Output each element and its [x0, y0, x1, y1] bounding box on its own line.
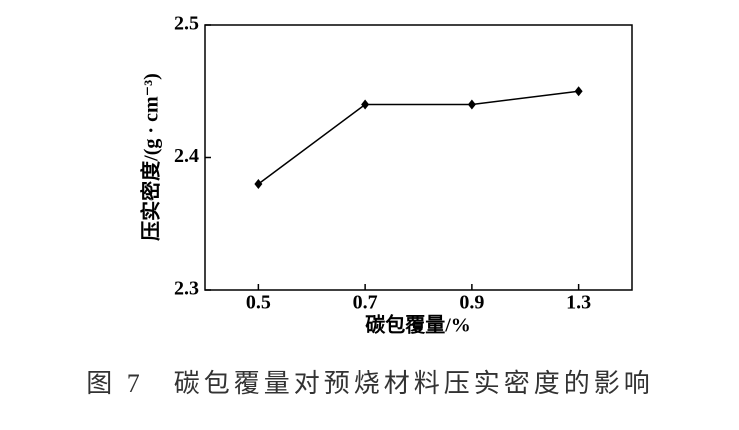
marker — [467, 99, 476, 110]
x-tick-label: 0.7 — [353, 292, 378, 314]
line — [257, 90, 579, 185]
x-axis-label: 碳包覆量/% — [365, 313, 471, 337]
x-tick-label: 0.9 — [459, 292, 484, 314]
x-tick-label: 0.5 — [246, 292, 271, 314]
marker — [574, 86, 583, 97]
marker — [254, 179, 263, 189]
y-tick-label: 2.3 — [174, 278, 199, 300]
plot-frame — [204, 24, 633, 291]
caption: 图 7 碳包覆量对预烧材料压实密度的影响 — [86, 369, 654, 398]
x-tick-label: 1.3 — [566, 292, 591, 314]
marker — [361, 99, 370, 110]
y-axis-label: 压实密度/(g · cm⁻³) — [139, 73, 163, 241]
y-tick-label: 2.4 — [174, 145, 199, 167]
y-tick-label: 2.5 — [174, 13, 199, 35]
